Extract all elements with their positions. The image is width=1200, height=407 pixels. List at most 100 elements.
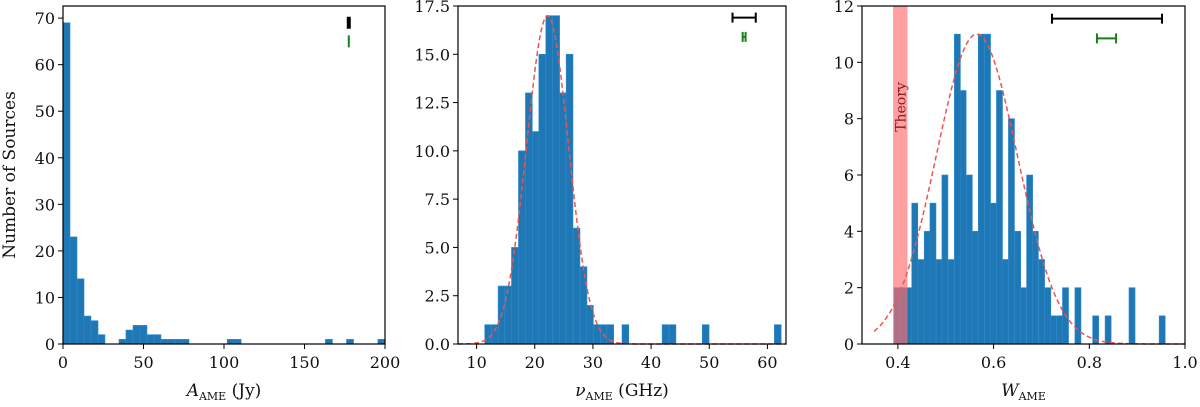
y-tick-label: 8 — [844, 110, 854, 129]
histogram-bar — [346, 339, 354, 345]
histogram-bar — [153, 334, 162, 345]
error-bar-black — [731, 12, 757, 23]
histogram-bar — [1044, 287, 1052, 345]
error-bar-green — [1095, 33, 1118, 44]
x-axis-symbol: ν — [575, 381, 585, 401]
x-axis-subscript: AME — [198, 390, 226, 403]
histogram-bar — [661, 324, 670, 345]
histogram-bar — [181, 339, 190, 345]
histogram-bars — [484, 15, 782, 345]
histogram-bar — [538, 53, 546, 345]
y-tick-label: 40 — [35, 149, 55, 168]
histogram-bar — [929, 202, 937, 345]
theory-label: Theory — [893, 82, 909, 132]
histogram-bar — [1008, 118, 1015, 345]
histogram-bar — [545, 15, 553, 345]
x-axis-subscript: AME — [585, 390, 613, 403]
axes-frame — [62, 5, 386, 345]
histogram-bar — [621, 324, 630, 345]
x-tick-label: 150 — [289, 353, 320, 372]
x-tick-label: 40 — [641, 353, 661, 372]
x-axis-label: νAME (GHz) — [575, 381, 669, 403]
histogram-bar — [167, 339, 176, 345]
histogram-bars — [62, 22, 386, 345]
y-tick-label: 5.0 — [425, 238, 450, 257]
x-tick-label: 200 — [370, 353, 401, 372]
histogram-bar — [565, 53, 574, 345]
x-axis-unit: (Jy) — [226, 381, 261, 401]
y-tick-label: 2.5 — [425, 287, 450, 306]
y-tick-label: 12.5 — [414, 94, 450, 113]
x-axis-unit: (GHz) — [613, 381, 669, 401]
x-tick-label: 10 — [466, 353, 486, 372]
histogram-bar — [491, 324, 499, 345]
histogram-bar — [954, 33, 961, 345]
histogram-bar — [1050, 315, 1057, 345]
y-tick-label: 15.0 — [414, 45, 450, 64]
histogram-bar — [1032, 231, 1039, 345]
histogram-bar — [233, 339, 242, 345]
histogram-bar — [532, 131, 540, 345]
histogram-bar — [774, 324, 782, 345]
y-tick-label: 10.0 — [414, 142, 450, 161]
error-bar-black — [1050, 13, 1164, 24]
x-tick-label: 0.8 — [1077, 353, 1102, 372]
y-tick-label: 2 — [844, 279, 854, 298]
histogram-bar — [1056, 315, 1064, 345]
error-bar-green — [347, 35, 350, 48]
y-tick-label: 0 — [45, 335, 55, 354]
y-tick-label: 10 — [35, 288, 55, 307]
x-axis-symbol: A — [185, 381, 199, 401]
histogram-bar — [917, 259, 925, 345]
y-tick-label: 0.0 — [425, 335, 450, 354]
histogram-bars — [893, 33, 1166, 345]
histogram-bar — [132, 325, 141, 345]
histogram-bar — [552, 15, 560, 345]
histogram-bar — [989, 202, 997, 345]
histogram-bar — [558, 92, 567, 345]
x-tick-label: 30 — [583, 353, 603, 372]
histogram-bar — [118, 339, 127, 345]
histogram-bar — [83, 315, 92, 345]
histogram-bar — [97, 334, 106, 345]
y-tick-label: 30 — [35, 195, 55, 214]
gaussian-fit-curve — [873, 33, 1185, 345]
histogram-bar — [1038, 259, 1045, 345]
histogram-bar — [1158, 315, 1166, 345]
y-tick-label: 50 — [35, 102, 55, 121]
x-axis-label: AAME (Jy) — [185, 381, 262, 403]
y-tick-label: 0 — [844, 335, 854, 354]
x-axis-subscript: AME — [1018, 390, 1046, 403]
y-tick-label: 10 — [834, 53, 854, 72]
x-tick-label: 50 — [133, 353, 153, 372]
chart-panel-2: 0.0 2.5 5.0 7.5 10.0 12.5 15.0 17.5 10 20 30 40 50 60… — [414, 0, 787, 403]
histogram-bar — [90, 320, 99, 345]
histogram-bar — [947, 259, 955, 345]
error-bar-black — [346, 16, 351, 29]
y-tick-label: 12 — [834, 0, 854, 16]
histogram-bar — [941, 174, 949, 345]
histogram-bar — [1128, 287, 1136, 345]
y-tick-label: 60 — [35, 56, 55, 75]
x-axis-label: WAME — [1001, 381, 1046, 403]
y-tick-label: 6 — [844, 166, 854, 185]
histogram-bar — [146, 334, 155, 345]
histogram-bar — [1020, 287, 1027, 345]
histogram-bar — [226, 339, 235, 345]
histogram-bar — [1074, 287, 1082, 345]
x-tick-label: 0.4 — [885, 353, 910, 372]
histogram-bar — [977, 33, 985, 345]
x-tick-label: 0 — [58, 353, 68, 372]
histogram-bar — [1001, 259, 1009, 345]
histogram-bar — [139, 325, 148, 345]
x-tick-label: 100 — [209, 353, 240, 372]
histogram-bar — [69, 236, 78, 345]
histogram-bar — [923, 231, 931, 345]
histogram-bar — [935, 259, 943, 345]
histogram-bar — [579, 266, 588, 345]
chart-panel-3: Theory 0 2 4 6 8 10 12 0.4 0.6 0.8 1.0 WAME — [834, 0, 1198, 403]
histogram-bar — [125, 329, 134, 345]
histogram-bar — [62, 22, 71, 345]
